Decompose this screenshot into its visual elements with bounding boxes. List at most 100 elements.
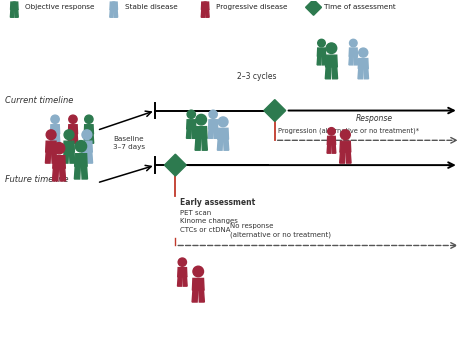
Polygon shape <box>110 2 118 10</box>
Text: Objective response: Objective response <box>25 4 95 10</box>
Polygon shape <box>195 139 201 150</box>
Polygon shape <box>327 145 331 153</box>
Polygon shape <box>87 152 92 163</box>
Polygon shape <box>209 129 213 138</box>
Polygon shape <box>74 166 80 179</box>
Polygon shape <box>218 139 223 150</box>
Circle shape <box>202 0 209 1</box>
Circle shape <box>349 39 357 47</box>
Text: 2–3 cycles: 2–3 cycles <box>237 72 277 81</box>
Polygon shape <box>53 168 58 181</box>
Circle shape <box>340 130 350 140</box>
Polygon shape <box>68 134 73 143</box>
Polygon shape <box>340 141 351 152</box>
Polygon shape <box>53 156 65 168</box>
Polygon shape <box>327 136 336 145</box>
Circle shape <box>328 127 335 135</box>
Polygon shape <box>89 134 94 143</box>
Polygon shape <box>349 57 353 65</box>
Polygon shape <box>322 57 326 65</box>
Polygon shape <box>82 141 92 152</box>
Polygon shape <box>55 134 60 143</box>
Circle shape <box>46 130 56 140</box>
Text: Stable disease: Stable disease <box>125 4 177 10</box>
Polygon shape <box>199 290 204 302</box>
Polygon shape <box>186 129 191 138</box>
Polygon shape <box>46 141 56 152</box>
Polygon shape <box>358 69 363 79</box>
Polygon shape <box>306 0 321 15</box>
Circle shape <box>69 115 77 124</box>
Text: Future timeline: Future timeline <box>5 175 69 184</box>
Polygon shape <box>52 152 57 163</box>
Polygon shape <box>50 134 55 143</box>
Text: PET scan
Kinome changes
CTCs or ctDNA: PET scan Kinome changes CTCs or ctDNA <box>180 210 238 233</box>
Polygon shape <box>214 129 218 138</box>
Circle shape <box>85 115 93 124</box>
Text: No response
(alternative or no treatment): No response (alternative or no treatment… <box>230 223 331 238</box>
Polygon shape <box>70 152 75 163</box>
Circle shape <box>11 0 18 1</box>
Polygon shape <box>10 2 18 10</box>
Polygon shape <box>195 127 207 139</box>
Polygon shape <box>209 120 218 129</box>
Text: Early assessment: Early assessment <box>180 198 255 207</box>
Circle shape <box>82 130 92 140</box>
Polygon shape <box>64 152 68 163</box>
Polygon shape <box>354 57 358 65</box>
Polygon shape <box>183 277 187 286</box>
Polygon shape <box>178 268 187 277</box>
Polygon shape <box>191 129 196 138</box>
Polygon shape <box>15 10 18 17</box>
Polygon shape <box>46 152 51 163</box>
Text: Progressive disease: Progressive disease <box>216 4 288 10</box>
Polygon shape <box>10 10 14 17</box>
Circle shape <box>54 142 65 154</box>
Circle shape <box>209 110 217 118</box>
Polygon shape <box>317 57 321 65</box>
Polygon shape <box>64 141 74 152</box>
Polygon shape <box>68 125 78 134</box>
Polygon shape <box>60 168 65 181</box>
Polygon shape <box>332 67 337 79</box>
Polygon shape <box>202 139 207 150</box>
Text: Response: Response <box>356 115 393 124</box>
Polygon shape <box>110 10 113 17</box>
Polygon shape <box>75 154 87 166</box>
Polygon shape <box>358 59 368 69</box>
Text: Baseline
3–7 days: Baseline 3–7 days <box>113 136 145 150</box>
Polygon shape <box>325 67 331 79</box>
Circle shape <box>187 110 195 118</box>
Polygon shape <box>346 152 351 163</box>
Circle shape <box>75 141 87 152</box>
Polygon shape <box>264 100 286 121</box>
Polygon shape <box>177 277 182 286</box>
Polygon shape <box>114 10 118 17</box>
Circle shape <box>196 115 207 125</box>
Circle shape <box>359 48 368 57</box>
Polygon shape <box>73 134 78 143</box>
Circle shape <box>110 0 117 1</box>
Polygon shape <box>164 154 186 176</box>
Polygon shape <box>201 2 209 10</box>
Polygon shape <box>201 10 205 17</box>
Circle shape <box>51 115 59 124</box>
Polygon shape <box>84 134 89 143</box>
Circle shape <box>326 43 337 53</box>
Polygon shape <box>349 48 357 57</box>
Polygon shape <box>218 128 228 139</box>
Polygon shape <box>81 152 86 163</box>
Circle shape <box>318 39 325 47</box>
Circle shape <box>218 117 228 127</box>
Text: Time of assessment: Time of assessment <box>325 4 396 10</box>
Circle shape <box>178 258 186 266</box>
Polygon shape <box>192 279 204 290</box>
Polygon shape <box>84 125 93 134</box>
Polygon shape <box>192 290 198 302</box>
Circle shape <box>64 130 74 140</box>
Polygon shape <box>332 145 336 153</box>
Polygon shape <box>82 166 88 179</box>
Circle shape <box>193 266 203 277</box>
Text: Current timeline: Current timeline <box>5 96 74 105</box>
Polygon shape <box>206 10 209 17</box>
